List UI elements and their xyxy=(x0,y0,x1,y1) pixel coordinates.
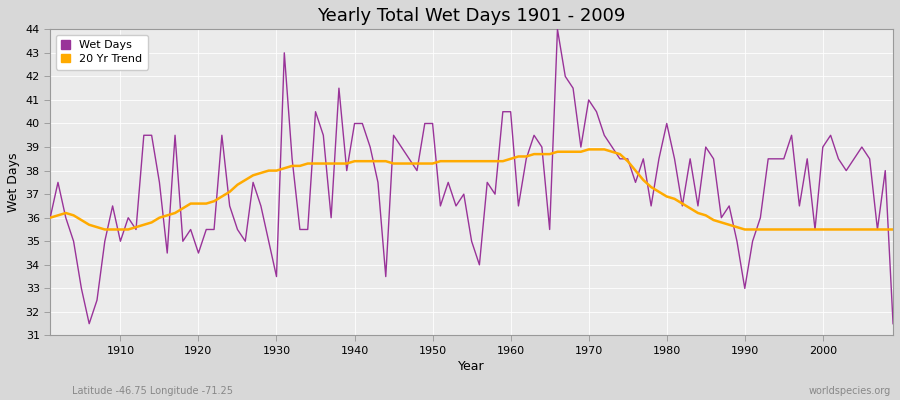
Title: Yearly Total Wet Days 1901 - 2009: Yearly Total Wet Days 1901 - 2009 xyxy=(318,7,626,25)
Y-axis label: Wet Days: Wet Days xyxy=(7,153,20,212)
X-axis label: Year: Year xyxy=(458,360,485,373)
Text: Latitude -46.75 Longitude -71.25: Latitude -46.75 Longitude -71.25 xyxy=(72,386,233,396)
Text: worldspecies.org: worldspecies.org xyxy=(809,386,891,396)
Legend: Wet Days, 20 Yr Trend: Wet Days, 20 Yr Trend xyxy=(56,35,148,70)
